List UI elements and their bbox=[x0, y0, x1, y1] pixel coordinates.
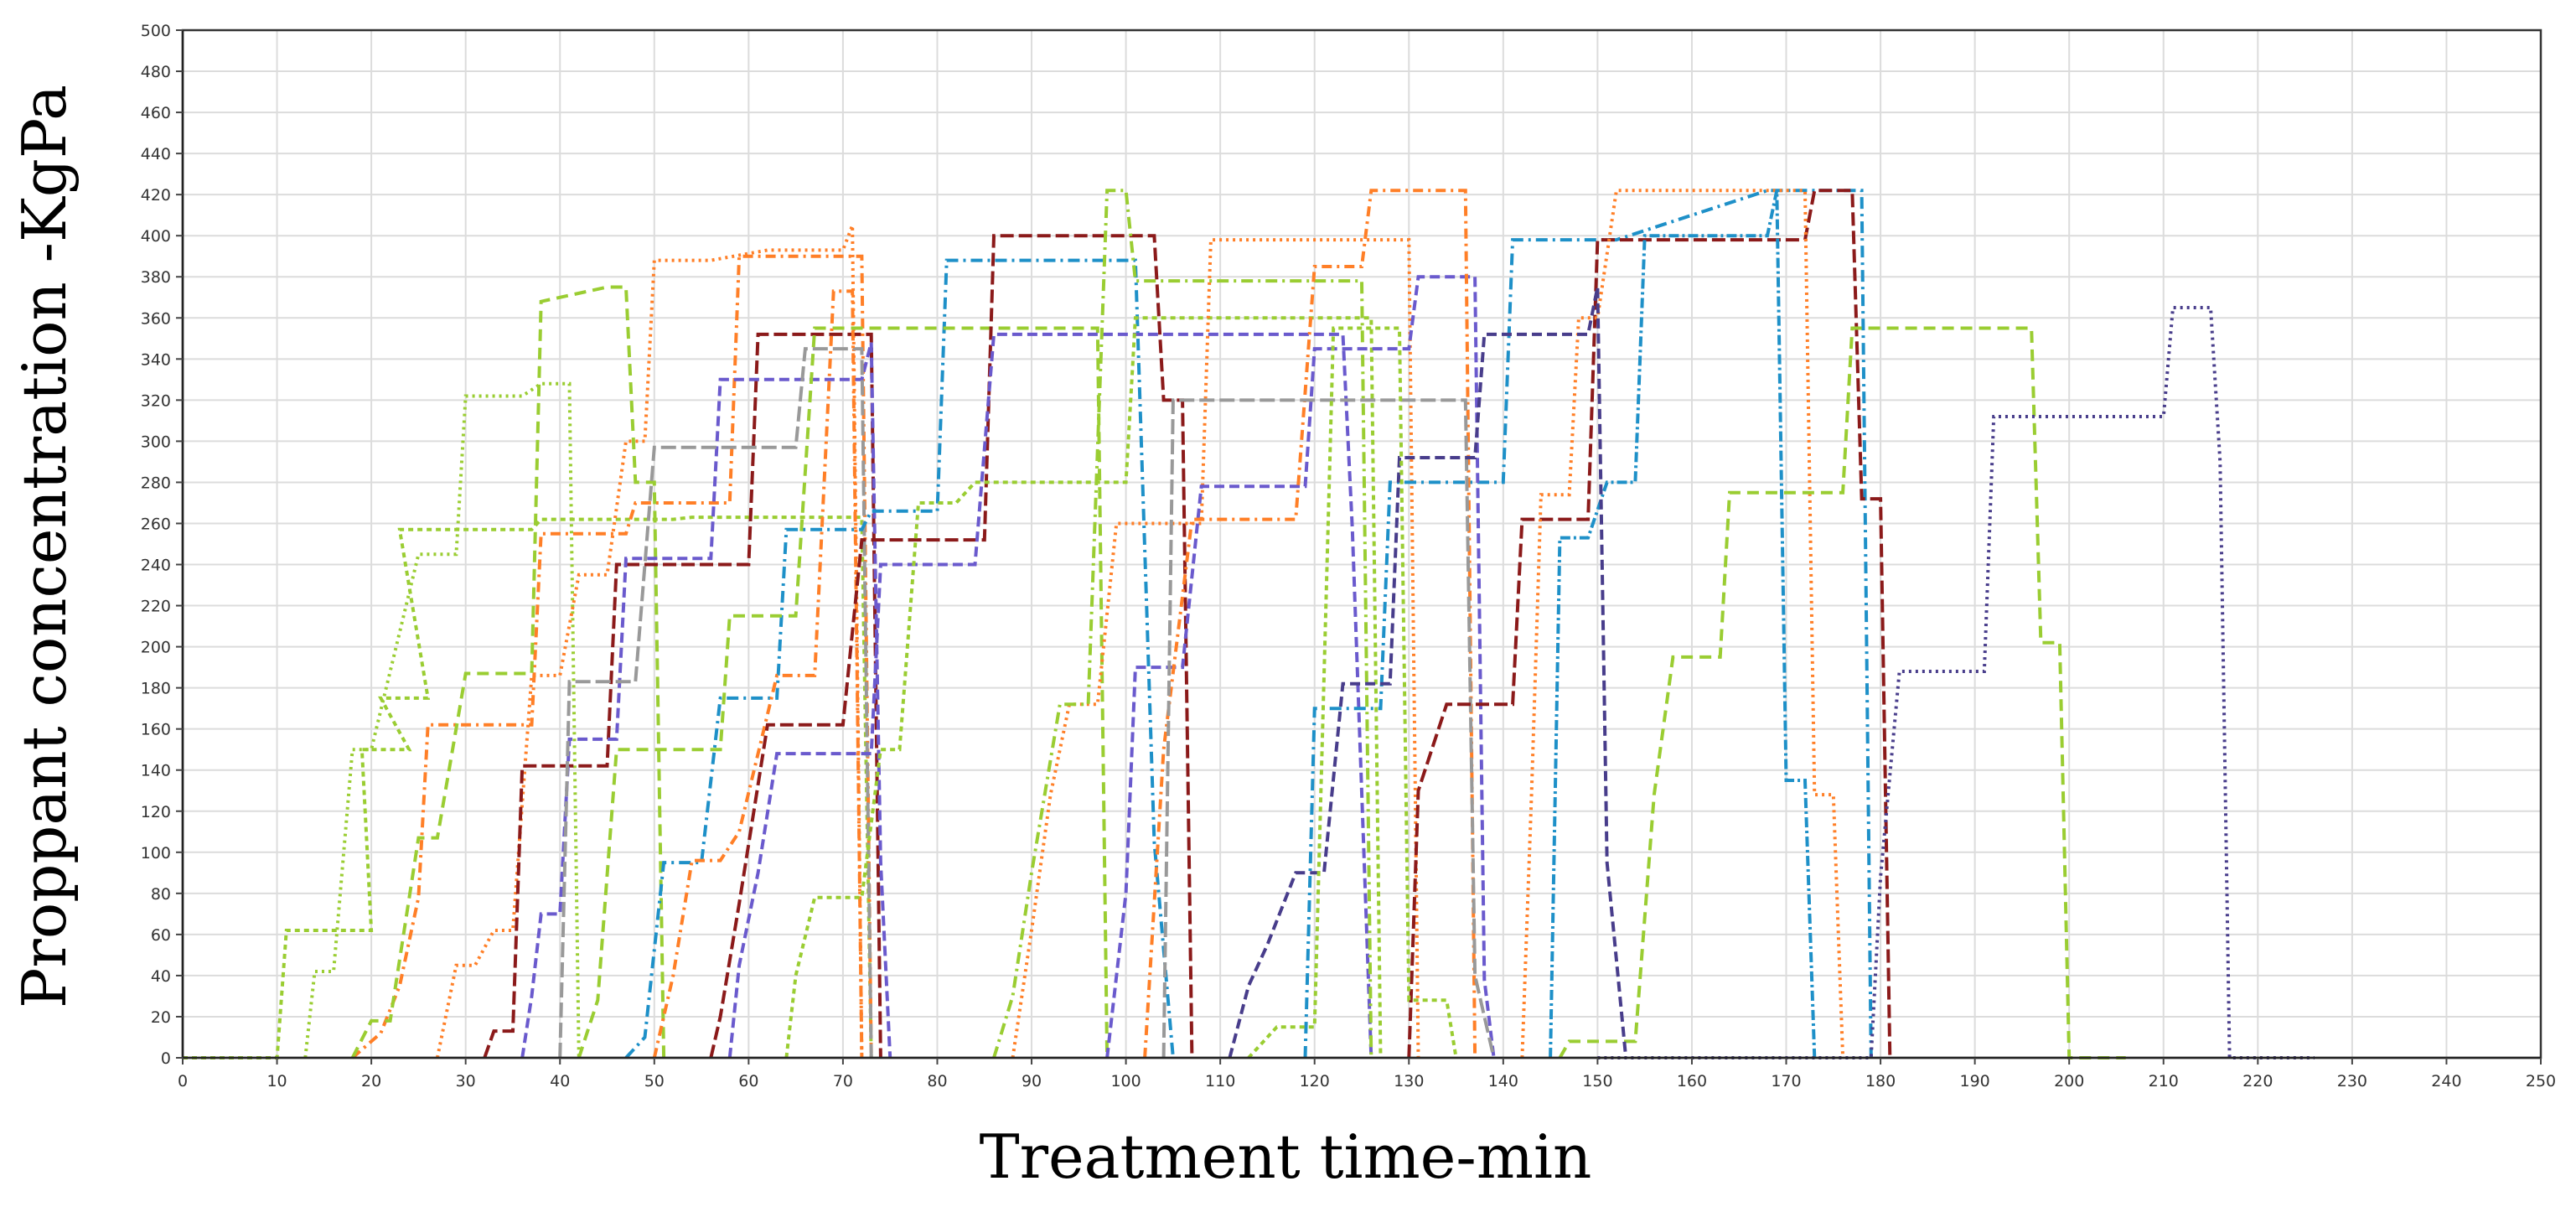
y-tick-label: 240 bbox=[141, 557, 171, 575]
x-tick-label: 170 bbox=[1771, 1072, 1801, 1090]
series-stage-16 bbox=[992, 189, 1373, 1059]
x-tick-label: 130 bbox=[1394, 1072, 1424, 1090]
series-stage-7 bbox=[520, 342, 892, 1059]
y-tick-label: 500 bbox=[141, 22, 171, 40]
y-tick-label: 120 bbox=[141, 803, 171, 821]
series-stage-15 bbox=[1011, 238, 1420, 1059]
y-tick-label: 480 bbox=[141, 63, 171, 81]
x-tick-label: 30 bbox=[456, 1072, 476, 1090]
series-stage-1 bbox=[183, 515, 873, 1059]
series-stage-12 bbox=[709, 234, 1194, 1059]
y-axis-title: Proppant concentration -KgPa bbox=[9, 85, 80, 1008]
x-tick-label: 140 bbox=[1488, 1072, 1518, 1090]
x-tick-label: 50 bbox=[644, 1072, 665, 1090]
grid bbox=[182, 29, 2542, 1059]
x-tick-label: 210 bbox=[2149, 1072, 2179, 1090]
series-stage-21 bbox=[1407, 189, 1892, 1059]
y-tick-label: 420 bbox=[141, 186, 171, 205]
x-tick-label: 70 bbox=[833, 1072, 853, 1090]
y-tick-label: 300 bbox=[141, 433, 171, 451]
y-tick-label: 200 bbox=[141, 639, 171, 657]
series-group bbox=[183, 189, 2315, 1059]
y-tick-label: 400 bbox=[141, 227, 171, 246]
y-tick-label: 220 bbox=[141, 598, 171, 616]
y-tick-label: 460 bbox=[141, 104, 171, 122]
series-stage-6 bbox=[483, 332, 882, 1059]
series-stage-14 bbox=[784, 316, 1383, 1059]
series-stage-3 bbox=[303, 381, 581, 1059]
y-tick-label: 340 bbox=[141, 350, 171, 369]
x-tick-label: 20 bbox=[361, 1072, 381, 1090]
x-tick-label: 190 bbox=[1960, 1072, 1990, 1090]
x-tick-label: 40 bbox=[550, 1072, 570, 1090]
y-tick-label: 280 bbox=[141, 474, 171, 492]
series-stage-18 bbox=[1105, 275, 1496, 1059]
x-tick-label: 90 bbox=[1022, 1072, 1042, 1090]
x-tick-label: 0 bbox=[178, 1072, 188, 1090]
y-tick-label: 180 bbox=[141, 680, 171, 698]
y-axis-ticks: 0 20 40 60 80 100 120 140 160 180 200 220 240 260 280 3… bbox=[141, 22, 183, 1068]
x-tick-label: 220 bbox=[2242, 1072, 2273, 1090]
series-stage-5 bbox=[435, 225, 864, 1059]
series-stage-8 bbox=[558, 347, 873, 1059]
x-tick-label: 200 bbox=[2054, 1072, 2084, 1090]
series-stage-22 bbox=[1520, 189, 1845, 1059]
plot-frame bbox=[181, 28, 2542, 1059]
y-tick-label: 20 bbox=[151, 1008, 171, 1027]
series-stage-24 bbox=[1558, 326, 2126, 1059]
x-tick-label: 10 bbox=[266, 1072, 287, 1090]
x-tick-label: 120 bbox=[1300, 1072, 1330, 1090]
y-tick-label: 60 bbox=[151, 926, 171, 945]
y-tick-label: 100 bbox=[141, 844, 171, 863]
series-stage-27 bbox=[1247, 326, 1458, 1059]
x-tick-label: 250 bbox=[2526, 1072, 2556, 1090]
x-tick-label: 110 bbox=[1205, 1072, 1235, 1090]
series-stage-20 bbox=[1161, 398, 1496, 1059]
series-stage-19 bbox=[1143, 189, 1477, 1059]
x-tick-label: 240 bbox=[2431, 1072, 2461, 1090]
series-stage-23 bbox=[1549, 189, 1817, 1059]
y-tick-label: 440 bbox=[141, 145, 171, 163]
y-tick-label: 380 bbox=[141, 268, 171, 287]
x-tick-label: 150 bbox=[1582, 1072, 1612, 1090]
x-tick-label: 180 bbox=[1865, 1072, 1896, 1090]
series-stage-9 bbox=[624, 258, 1175, 1059]
series-stage-11 bbox=[652, 289, 864, 1059]
y-tick-label: 260 bbox=[141, 515, 171, 533]
x-tick-label: 80 bbox=[927, 1072, 947, 1090]
series-stage-10 bbox=[577, 326, 1110, 1059]
x-axis-title: Treatment time-min bbox=[980, 1122, 1592, 1192]
y-tick-label: 40 bbox=[151, 967, 171, 986]
x-tick-label: 160 bbox=[1677, 1072, 1707, 1090]
series-stage-17 bbox=[1303, 189, 1873, 1059]
y-tick-label: 160 bbox=[141, 721, 171, 739]
x-tick-label: 100 bbox=[1110, 1072, 1141, 1090]
y-tick-label: 80 bbox=[151, 885, 171, 904]
series-stage-26 bbox=[1228, 287, 1628, 1059]
axes bbox=[181, 28, 2542, 1059]
y-tick-label: 320 bbox=[141, 391, 171, 410]
x-tick-label: 230 bbox=[2337, 1072, 2367, 1090]
x-axis-ticks: 0 10 20 30 40 50 60 70 80 90 100 110 120 130 140 150 160… bbox=[178, 1058, 2556, 1090]
y-tick-label: 360 bbox=[141, 309, 171, 328]
y-tick-label: 140 bbox=[141, 762, 171, 780]
series-stage-25 bbox=[1597, 306, 2315, 1059]
x-tick-label: 60 bbox=[738, 1072, 758, 1090]
y-tick-label: 0 bbox=[161, 1049, 171, 1068]
series-stage-4 bbox=[350, 285, 666, 1059]
